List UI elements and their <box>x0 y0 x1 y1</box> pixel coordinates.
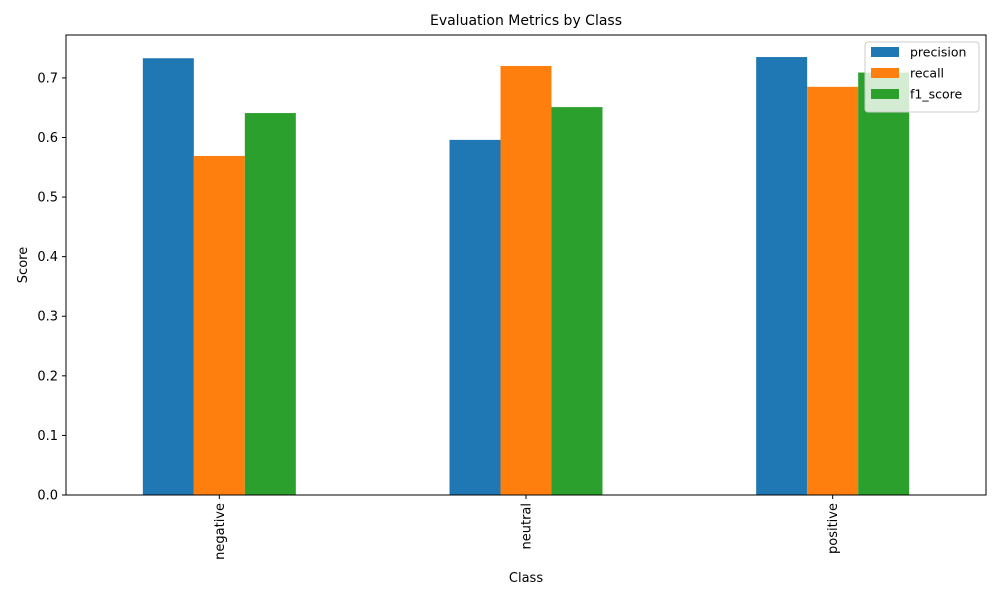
bars-group <box>142 57 910 496</box>
bar-precision-neutral <box>449 139 501 495</box>
bar-precision-negative <box>142 58 194 495</box>
legend-swatch-precision <box>871 47 899 57</box>
y-tick-label: 0.7 <box>37 71 58 86</box>
chart-title: Evaluation Metrics by Class <box>430 13 622 29</box>
x-tick-label-neutral: neutral <box>520 503 535 550</box>
y-tick-label: 0.3 <box>37 310 58 325</box>
y-tick-label: 0.5 <box>37 191 58 206</box>
x-axis-ticks: negative neutral positive <box>213 495 841 560</box>
bar-recall-positive <box>807 86 859 495</box>
y-tick-label: 0.6 <box>37 131 58 146</box>
y-tick-label: 0.2 <box>37 369 58 384</box>
plot-frame <box>65 34 987 496</box>
y-axis-ticks: 0.0 0.1 0.2 0.3 0.4 0.5 0.6 0.7 <box>37 71 66 504</box>
y-tick-label: 0.1 <box>37 429 58 444</box>
y-tick-label: 0.0 <box>37 489 58 504</box>
legend-label-precision: precision <box>910 45 966 60</box>
bar-recall-negative <box>193 155 245 495</box>
x-axis-label: Class <box>509 571 543 586</box>
legend-swatch-f1_score <box>871 89 899 99</box>
y-axis-label: Score <box>16 247 31 283</box>
bar-f1_score-neutral <box>551 107 603 495</box>
bar-f1_score-positive <box>858 72 910 496</box>
bar-f1_score-negative <box>244 113 296 495</box>
legend-swatch-recall <box>871 68 899 78</box>
x-tick-label-negative: negative <box>213 503 228 560</box>
legend: precision recall f1_score <box>864 41 980 113</box>
x-tick-label-positive: positive <box>826 503 841 554</box>
legend-label-recall: recall <box>910 66 944 81</box>
y-tick-label: 0.4 <box>37 250 58 265</box>
legend-label-f1_score: f1_score <box>910 87 963 102</box>
bar-precision-positive <box>756 57 808 495</box>
bar-recall-neutral <box>500 65 552 495</box>
